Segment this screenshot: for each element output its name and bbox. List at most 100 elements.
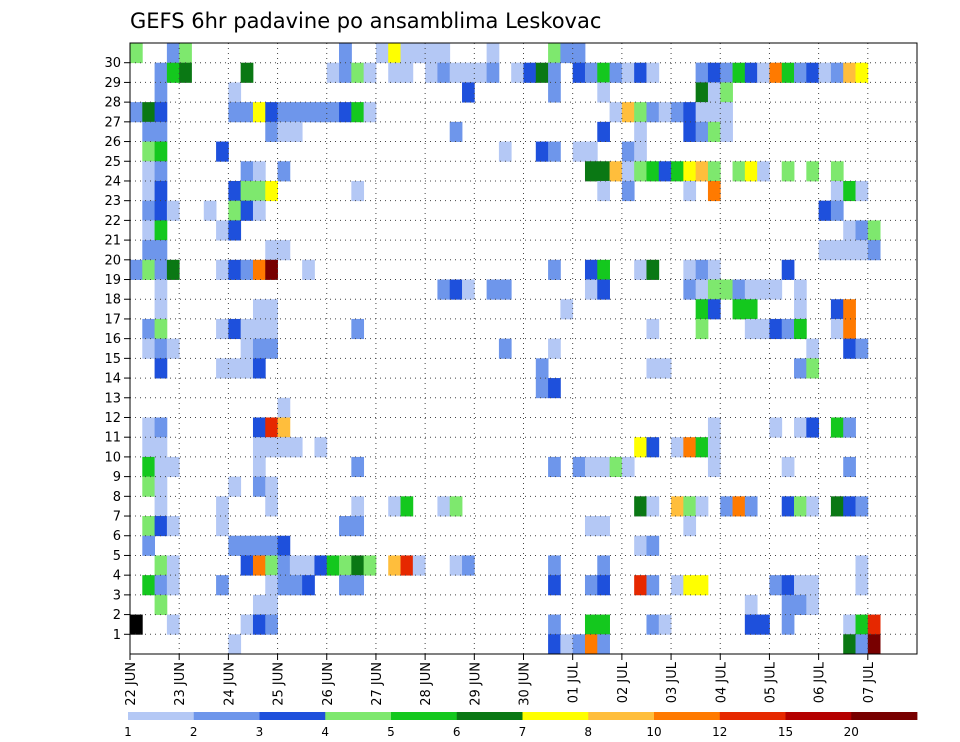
precip-cell xyxy=(830,318,844,340)
precip-cell xyxy=(794,318,807,340)
precip-cell xyxy=(166,259,180,280)
precip-cell xyxy=(265,535,278,556)
precip-cell xyxy=(265,437,278,458)
precip-cell xyxy=(806,417,820,438)
precip-cell xyxy=(277,575,291,596)
precip-cell xyxy=(597,259,610,280)
precip-cell xyxy=(843,220,856,241)
x-tick-label: 01 JUL xyxy=(567,661,582,703)
x-tick-label: 22 JUN xyxy=(124,662,139,706)
precip-cell xyxy=(265,338,278,359)
precip-cell xyxy=(535,378,549,399)
precip-cell xyxy=(166,62,180,83)
precip-cell xyxy=(142,141,155,162)
precip-cell xyxy=(228,82,242,103)
precip-cell xyxy=(658,614,672,635)
precip-cell xyxy=(597,161,610,182)
precip-cell xyxy=(867,614,881,635)
precip-cell xyxy=(166,456,180,478)
precip-cell xyxy=(548,62,561,83)
colorbar-label: 6 xyxy=(453,725,461,739)
precip-cell xyxy=(228,535,242,556)
precip-cell xyxy=(462,279,475,300)
x-tick-label: 25 JUN xyxy=(272,662,287,706)
precip-cell xyxy=(474,62,488,83)
precip-cell xyxy=(462,555,475,576)
precip-cell xyxy=(572,141,586,162)
x-tick-label: 27 JUN xyxy=(370,662,385,706)
precip-cell xyxy=(806,62,820,83)
precip-cell xyxy=(277,121,291,142)
precip-cell xyxy=(363,555,377,576)
precip-cell xyxy=(412,555,426,576)
precip-cell xyxy=(351,102,365,123)
precip-cell xyxy=(830,417,844,438)
precip-cell xyxy=(732,496,746,517)
precip-cell xyxy=(351,555,365,576)
precip-cell xyxy=(265,575,278,596)
precip-cell xyxy=(658,102,672,123)
precip-cell xyxy=(560,299,574,320)
precip-cell xyxy=(265,299,278,320)
precip-cell xyxy=(720,102,733,123)
precip-cell xyxy=(277,437,291,458)
precip-cell xyxy=(584,62,598,83)
colorbar: 1 2 3 4 5 6 7 8 10 12 15 20 xyxy=(124,712,918,739)
precip-cell xyxy=(289,555,303,576)
precip-cell xyxy=(548,555,561,576)
precip-cell xyxy=(240,62,254,83)
precip-cell xyxy=(154,82,168,103)
precip-cell xyxy=(744,614,758,635)
precip-cell xyxy=(252,200,266,221)
precip-cell xyxy=(634,259,647,280)
precip-cell xyxy=(621,62,635,83)
precip-cell xyxy=(154,594,168,615)
precip-cell xyxy=(707,82,721,103)
precip-cell xyxy=(523,62,537,83)
precip-cell xyxy=(621,141,635,162)
precip-cell xyxy=(707,180,721,202)
precip-cell xyxy=(646,575,660,596)
precip-cell xyxy=(228,358,242,379)
precip-cell xyxy=(843,240,856,261)
precip-cell xyxy=(634,496,647,517)
precip-cell xyxy=(154,299,168,320)
colorbar-swatch xyxy=(391,712,458,720)
precip-cell xyxy=(683,102,697,123)
precip-cell xyxy=(548,634,561,655)
precip-cell xyxy=(843,338,856,359)
precip-cell xyxy=(154,200,168,221)
y-tick-label: 19 xyxy=(104,273,121,288)
precip-cell xyxy=(154,102,168,123)
precip-cell xyxy=(584,279,598,300)
precip-cell xyxy=(867,240,881,261)
precip-cell xyxy=(240,161,254,182)
precip-cell xyxy=(781,614,795,635)
precip-cell xyxy=(695,121,709,142)
precip-cell xyxy=(646,259,660,280)
precip-cell xyxy=(683,259,697,280)
precip-cell xyxy=(597,634,610,655)
precip-cell xyxy=(597,82,610,103)
precip-cell xyxy=(548,259,561,280)
precip-cell xyxy=(683,437,697,458)
precip-cell xyxy=(720,121,733,142)
y-tick-label: 11 xyxy=(104,431,121,446)
precip-cell xyxy=(265,614,278,635)
precip-cell xyxy=(683,279,697,300)
precip-cell xyxy=(830,240,844,261)
precip-cell xyxy=(634,62,647,83)
precip-cell xyxy=(584,634,598,655)
precip-cell xyxy=(179,43,192,64)
precip-cell xyxy=(548,456,561,478)
colorbar-label: 15 xyxy=(778,725,793,739)
precip-cell xyxy=(634,575,647,596)
precip-cell xyxy=(154,180,168,202)
precip-cell xyxy=(314,437,328,458)
precip-cell xyxy=(584,259,598,280)
x-tick-label: 30 JUN xyxy=(518,662,533,706)
precip-cell xyxy=(252,259,266,280)
precip-cell xyxy=(658,161,672,182)
precip-cell xyxy=(252,417,266,438)
y-tick-label: 1 xyxy=(113,628,121,643)
